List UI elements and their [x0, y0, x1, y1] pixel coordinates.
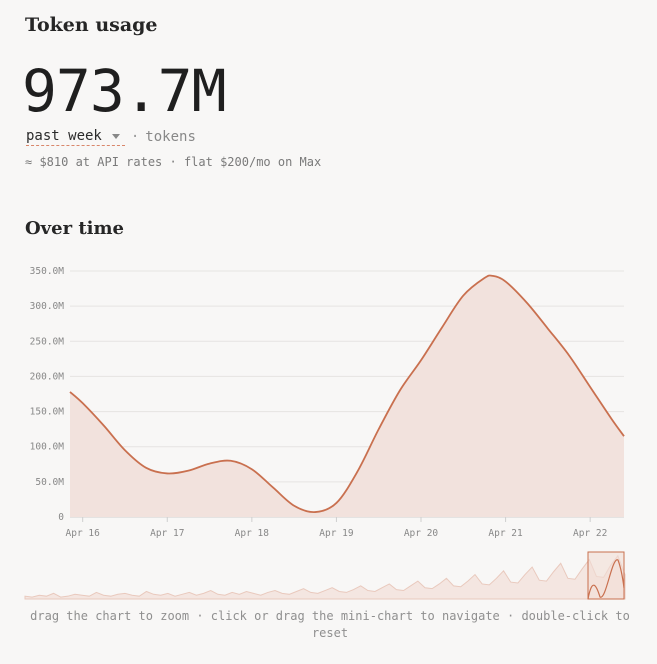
page-title: Token usage	[25, 14, 158, 36]
period-row: past week · tokens	[26, 128, 196, 146]
mini-area	[24, 554, 626, 600]
x-tick-label: Apr 16	[66, 528, 101, 539]
mini-selection-line	[587, 559, 625, 600]
x-tick-label: Apr 20	[404, 528, 439, 539]
series-line	[69, 274, 625, 514]
x-tick-label: Apr 21	[488, 528, 523, 539]
cost-note: ≈ $810 at API rates · flat $200/mo on Ma…	[25, 155, 322, 169]
unit-label: tokens	[145, 129, 196, 145]
help-hint: drag the chart to zoom · click or drag t…	[30, 609, 630, 640]
x-tick-label: Apr 22	[573, 528, 607, 539]
separator: ·	[130, 129, 140, 145]
x-tick-label: Apr 19	[319, 528, 354, 539]
chevron-down-icon	[111, 133, 120, 139]
y-tick-label: 50.0M	[35, 477, 64, 488]
usage-area-chart[interactable]: 0 50.0M 100.0M 150.0M 200.0M 250.0M 300.0M 350.…	[0, 255, 657, 545]
y-tick-label: 150.0M	[30, 407, 65, 418]
x-tick-label: Apr 18	[235, 528, 270, 539]
total-tokens-value: 973.7M	[22, 57, 227, 125]
mini-selection-window[interactable]	[587, 551, 625, 600]
y-tick-label: 250.0M	[30, 336, 65, 347]
x-tick-label: Apr 17	[150, 528, 184, 539]
y-tick-label: 300.0M	[30, 301, 65, 312]
y-tick-label: 100.0M	[30, 442, 65, 453]
period-select[interactable]: past week	[26, 128, 125, 146]
y-tick-label: 350.0M	[30, 266, 65, 277]
y-tick-label: 200.0M	[30, 371, 65, 382]
section-title: Over time	[25, 218, 124, 239]
mini-chart-navigator[interactable]	[0, 548, 657, 604]
area-fill	[70, 275, 624, 517]
period-select-value: past week	[26, 128, 102, 144]
y-tick-label: 0	[58, 512, 64, 523]
